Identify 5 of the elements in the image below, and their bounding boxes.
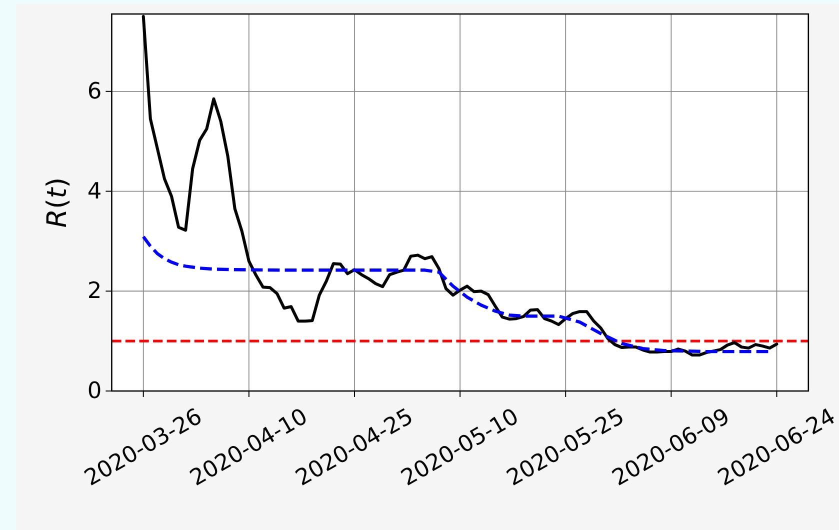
y-axis-title: R(t) [42,177,72,228]
y-tick-label: 4 [87,178,102,204]
y-tick-label: 2 [87,278,102,304]
y-tick-label: 0 [87,378,102,404]
y-tick-label: 6 [87,78,102,104]
